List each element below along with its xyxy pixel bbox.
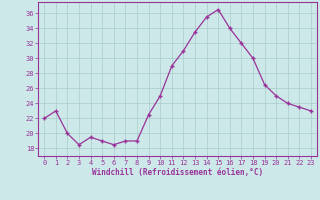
X-axis label: Windchill (Refroidissement éolien,°C): Windchill (Refroidissement éolien,°C) xyxy=(92,168,263,177)
